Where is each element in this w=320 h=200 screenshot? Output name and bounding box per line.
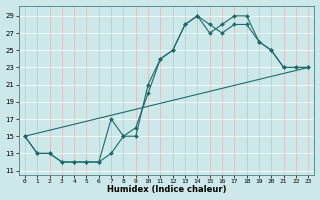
X-axis label: Humidex (Indice chaleur): Humidex (Indice chaleur) <box>107 185 226 194</box>
